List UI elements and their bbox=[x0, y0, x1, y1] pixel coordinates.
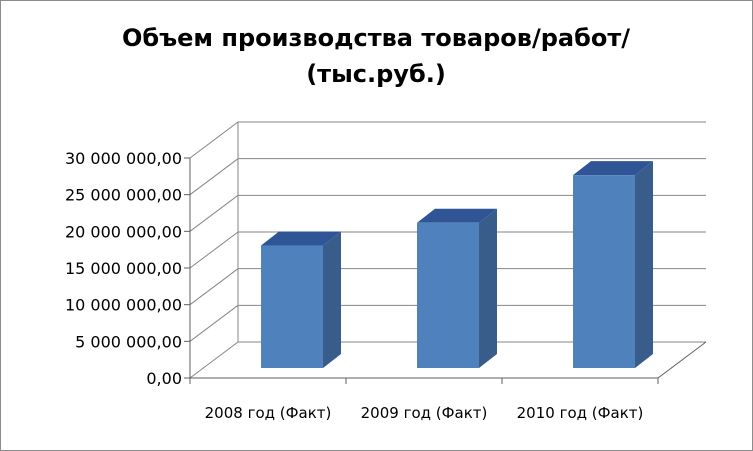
chart-title-line-2: (тыс.руб.) bbox=[306, 60, 446, 88]
gridline-depth bbox=[189, 158, 239, 196]
y-tick-label: 15 000 000,00 bbox=[65, 259, 182, 278]
chart-title-line-1: Объем производства товаров/работ/ bbox=[122, 24, 630, 52]
gridline-depth bbox=[189, 231, 239, 269]
y-tick-label: 5 000 000,00 bbox=[75, 332, 182, 351]
bar-top bbox=[261, 231, 341, 246]
bar-side bbox=[479, 208, 497, 368]
bar-top bbox=[417, 208, 497, 223]
gridline-depth bbox=[189, 121, 239, 159]
y-tick-label: 30 000 000,00 bbox=[65, 149, 182, 168]
x-tick-label: 2010 год (Факт) bbox=[517, 404, 644, 422]
gridline-depth bbox=[189, 194, 239, 232]
x-tick-labels: 2008 год (Факт) 2009 год (Факт) 2010 год (… bbox=[205, 404, 644, 422]
gridline-depth bbox=[189, 304, 239, 342]
bar-top bbox=[573, 161, 653, 176]
bar-side bbox=[323, 231, 341, 368]
bar bbox=[417, 222, 479, 368]
y-tick-label: 25 000 000,00 bbox=[65, 186, 182, 205]
y-tick-label: 10 000 000,00 bbox=[65, 296, 182, 315]
x-tick-label: 2008 год (Факт) bbox=[205, 404, 332, 422]
x-tick-label: 2009 год (Факт) bbox=[361, 404, 488, 422]
bar-layer bbox=[261, 161, 653, 368]
y-tick-labels: 0,00 5 000 000,00 10 000 000,00 15 000 000,… bbox=[65, 149, 182, 388]
bar bbox=[261, 245, 323, 368]
bar-side bbox=[635, 161, 653, 368]
y-tick-label: 20 000 000,00 bbox=[65, 222, 182, 241]
gridline-depth bbox=[189, 341, 239, 379]
axis-layer bbox=[184, 157, 707, 384]
bar bbox=[573, 175, 635, 368]
y-tick-label: 0,00 bbox=[146, 369, 182, 388]
gridline-depth bbox=[189, 268, 239, 306]
